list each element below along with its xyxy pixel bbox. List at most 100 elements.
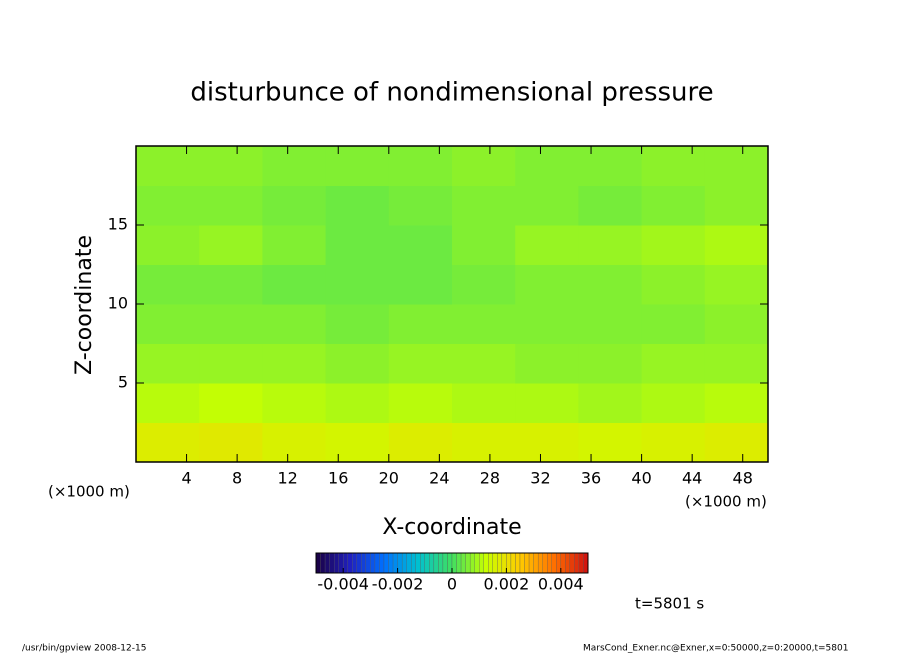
heat-cell [578,422,643,463]
heat-cell [452,422,516,463]
heat-cell [262,343,327,384]
colorbar-slice [401,552,407,574]
colorbar-slice [442,552,448,574]
colorbar-slice [406,552,412,574]
colorbar-slice [537,552,543,574]
x-tick-label: 40 [631,469,651,488]
heat-cell [388,185,453,226]
colorbar-slice [392,552,398,574]
colorbar-slice [424,552,430,574]
colorbar-slice [528,552,534,574]
chart-title: disturbunce of nondimensional pressure [190,78,713,108]
heat-cell [578,264,643,305]
heat-cell [262,383,327,423]
heat-cell [136,383,200,423]
colorbar-slice [515,552,521,574]
heat-cell [199,185,263,226]
y-tick-label: 10 [108,294,128,313]
colorbar-slice [438,552,444,574]
heat-cell [199,383,263,423]
heat-cell [641,185,706,226]
y-axis-label: Z-coordinate [72,235,97,375]
heat-cell [515,225,579,265]
colorbar-tick-label: -0.002 [372,575,424,594]
heat-cell [136,146,200,186]
colorbar-slice [547,552,552,574]
colorbar-slice [556,552,561,574]
x-unit: (×1000 m) [48,483,130,501]
heat-cell [452,304,516,344]
heat-cell [199,264,263,305]
colorbar-slice [433,552,439,574]
colorbar-tick-label: 0.004 [538,575,584,594]
colorbar-slice [320,552,326,574]
heat-cell [325,264,390,305]
heat-cell [704,185,769,226]
colorbar-slice [388,552,394,574]
colorbar-slice [551,552,557,574]
heat-cell [704,146,769,186]
heat-cell [452,225,516,265]
heat-cell [199,422,263,463]
heat-cell [641,146,706,186]
colorbar-tick-label: 0 [447,575,457,594]
heat-cell [262,225,327,265]
colorbar-slice [456,552,462,574]
heat-cell [578,225,643,265]
heat-cell [452,343,516,384]
colorbar-slice [574,552,580,574]
x-unit: (×1000 m) [685,493,767,511]
colorbar-slice [492,552,498,574]
heat-cell [704,304,769,344]
heat-cell [515,422,579,463]
colorbar-slice [374,552,380,574]
heat-cell [325,225,390,265]
heat-cell [388,146,453,186]
heat-cell [452,146,516,186]
heat-cell [325,383,390,423]
heat-cell [388,422,453,463]
heat-cell [325,185,390,226]
x-tick-label: 36 [581,469,601,488]
heat-cell [641,264,706,305]
heat-cell [452,264,516,305]
heat-cell [136,185,200,226]
colorbar-slice [397,552,403,574]
heat-cell [515,304,579,344]
heat-cell [641,304,706,344]
heat-cell [641,422,706,463]
colorbar-slice [347,552,353,574]
colorbar-slice [583,552,589,574]
colorbar-slice [338,552,344,574]
x-tick-label: 8 [232,469,242,488]
colorbar-slice [469,552,475,574]
heat-cell [704,422,769,463]
x-tick-label: 12 [278,469,298,488]
x-tick-label: 32 [530,469,550,488]
colorbar-slice [415,552,421,574]
heat-cell [199,304,263,344]
heat-cell [641,225,706,265]
heat-cell [515,264,579,305]
time-label: t=5801 s [635,595,704,613]
colorbar-slice [324,552,330,574]
colorbar-slice [510,552,516,574]
colorbar-slice [560,552,566,574]
heat-cell [515,185,579,226]
colorbar-slice [329,552,335,574]
colorbar-slice [542,552,548,574]
x-tick-label: 24 [429,469,449,488]
x-tick-label: 28 [480,469,500,488]
colorbar-slice [460,552,466,574]
colorbar-slice [383,552,389,574]
heat-cell [136,304,200,344]
heat-cell [262,185,327,226]
colorbar-slice [333,552,339,574]
colorbar-slice [451,552,457,574]
x-tick-label: 44 [682,469,702,488]
heat-cell [136,225,200,265]
heat-cell [515,343,579,384]
colorbar-slice [420,552,425,574]
heat-cell [199,225,263,265]
heat-cell [199,343,263,384]
